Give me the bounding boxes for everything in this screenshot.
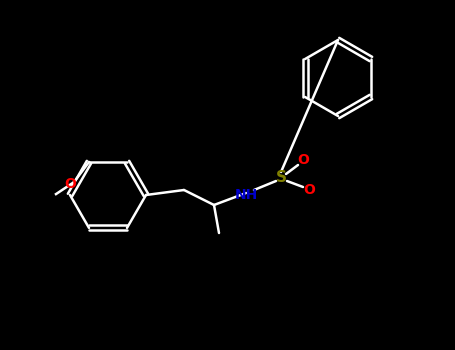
Text: O: O (303, 183, 315, 197)
Text: O: O (64, 177, 76, 191)
Text: O: O (297, 153, 309, 167)
Text: NH: NH (234, 188, 258, 202)
Text: S: S (275, 170, 287, 186)
